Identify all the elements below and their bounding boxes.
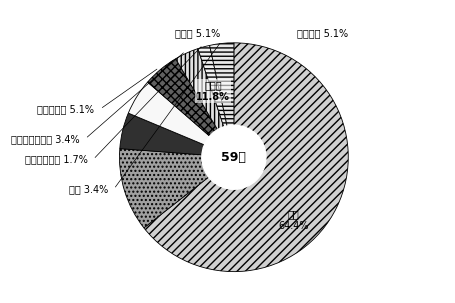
Text: 家事・育児 5.1%: 家事・育児 5.1% [37, 104, 94, 114]
Circle shape [202, 125, 266, 189]
Wedge shape [210, 43, 234, 157]
Wedge shape [176, 49, 234, 157]
Wedge shape [147, 59, 234, 157]
Wedge shape [128, 82, 234, 157]
Text: 働く場がない 1.7%: 働く場がない 1.7% [25, 155, 87, 165]
Text: 病気
64.4%: 病気 64.4% [278, 209, 308, 231]
Text: 高齢 3.4%: 高齢 3.4% [69, 184, 108, 194]
Text: その他
11.8%: その他 11.8% [197, 80, 230, 102]
Text: 希望職種がない 3.4%: 希望職種がない 3.4% [11, 134, 80, 144]
Wedge shape [120, 113, 234, 157]
Wedge shape [144, 43, 348, 271]
Wedge shape [120, 148, 234, 228]
Text: 無回答 5.1%: 無回答 5.1% [175, 29, 220, 39]
Text: 重度障害 5.1%: 重度障害 5.1% [297, 29, 348, 39]
Wedge shape [198, 45, 234, 157]
Text: 59人: 59人 [222, 151, 246, 164]
